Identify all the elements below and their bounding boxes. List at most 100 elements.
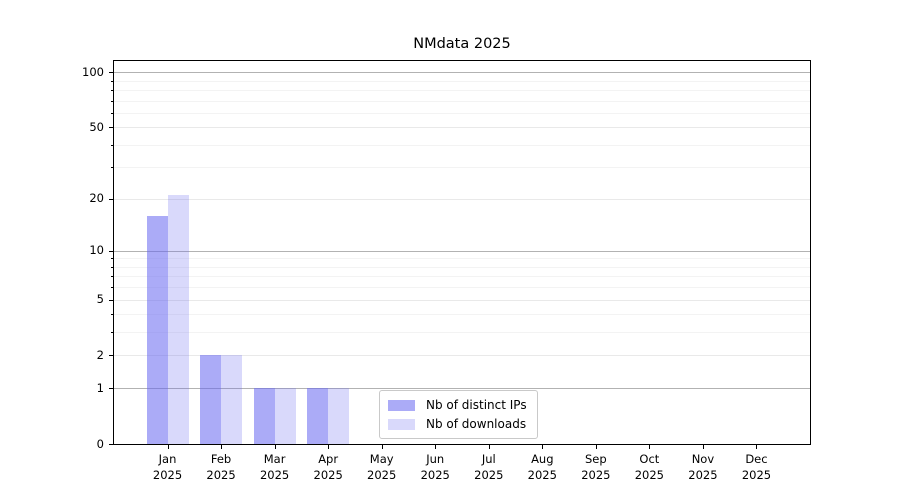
x-tick-label: Jan 2025 — [136, 451, 200, 483]
legend-label-distinct-ips: Nb of distinct IPs — [426, 398, 527, 412]
y-minor-tick-mark — [110, 258, 113, 260]
x-tick-mark — [328, 445, 330, 449]
x-tick-year: 2025 — [367, 468, 397, 482]
plot-area: Nb of distinct IPs Nb of downloads — [113, 60, 811, 445]
y-tick-label: 5 — [96, 292, 104, 307]
y-minor-tick-mark — [110, 266, 113, 268]
x-tick-year: 2025 — [741, 468, 772, 482]
gridline-major — [114, 388, 810, 390]
x-tick-label: Aug 2025 — [510, 451, 574, 483]
x-tick-mark — [595, 445, 597, 449]
x-tick-month: Mar — [263, 452, 286, 466]
y-tick-label: 50 — [89, 119, 104, 134]
x-tick-month: Jun — [426, 452, 445, 466]
bar-downloads — [274, 388, 296, 444]
x-tick-mark — [702, 445, 704, 449]
x-tick-mark — [435, 445, 437, 449]
x-tick-label: Feb 2025 — [189, 451, 253, 483]
gridline-major — [114, 299, 810, 301]
x-tick-mark — [488, 445, 490, 449]
x-tick-label: Mar 2025 — [243, 451, 307, 483]
x-tick-mark — [756, 445, 758, 449]
gridline-minor — [114, 144, 810, 146]
y-tick-label: 20 — [89, 191, 104, 206]
y-minor-tick-mark — [110, 80, 113, 82]
legend-item-downloads: Nb of downloads — [388, 417, 527, 431]
x-tick-label: Nov 2025 — [671, 451, 735, 483]
x-tick-year: 2025 — [313, 468, 343, 482]
x-tick-month: Dec — [745, 452, 768, 466]
gridline-minor — [114, 89, 810, 91]
bar-downloads — [167, 194, 189, 444]
legend-swatch-downloads — [388, 418, 415, 430]
x-tick-month: Apr — [318, 452, 339, 466]
gridline-major — [114, 355, 810, 357]
y-tick-mark — [109, 388, 113, 390]
bar-downloads — [221, 355, 243, 444]
x-tick-mark — [274, 445, 276, 449]
y-tick-mark — [109, 355, 113, 357]
y-minor-tick-mark — [110, 276, 113, 278]
x-tick-month: Nov — [691, 452, 715, 466]
y-tick-label: 1 — [96, 380, 104, 395]
y-tick-label: 2 — [96, 347, 104, 362]
gridline-minor — [114, 100, 810, 102]
legend: Nb of distinct IPs Nb of downloads — [379, 390, 538, 439]
gridline-major — [114, 127, 810, 129]
y-minor-tick-mark — [110, 314, 113, 316]
gridline-minor — [114, 332, 810, 334]
x-tick-mark — [167, 445, 169, 449]
y-tick-mark — [109, 250, 113, 252]
bar-distinct-ips — [146, 215, 168, 444]
x-tick-year: 2025 — [581, 468, 611, 482]
x-tick-mark — [542, 445, 544, 449]
bar-distinct-ips — [253, 388, 275, 444]
x-tick-year: 2025 — [152, 468, 183, 482]
x-tick-year: 2025 — [634, 468, 665, 482]
x-tick-year: 2025 — [527, 468, 557, 482]
x-tick-label: Sep 2025 — [564, 451, 628, 483]
x-tick-label: Oct 2025 — [617, 451, 681, 483]
x-tick-year: 2025 — [259, 468, 290, 482]
y-tick-label: 10 — [89, 243, 104, 258]
gridline-major — [114, 72, 810, 74]
legend-label-downloads: Nb of downloads — [426, 417, 527, 431]
x-tick-label: Jun 2025 — [403, 451, 467, 483]
y-minor-tick-mark — [110, 100, 113, 102]
gridline-minor — [114, 80, 810, 82]
x-tick-month: Sep — [585, 452, 607, 466]
x-tick-year: 2025 — [206, 468, 236, 482]
y-minor-tick-mark — [110, 89, 113, 91]
gridline-minor — [114, 314, 810, 316]
x-tick-month: May — [369, 452, 394, 466]
bar-downloads — [328, 388, 350, 444]
y-tick-mark — [109, 198, 113, 200]
gridline-minor — [114, 167, 810, 169]
gridline-major — [114, 250, 810, 252]
chart-title: NMdata 2025 — [413, 36, 511, 52]
y-tick-label: 0 — [96, 436, 104, 451]
y-minor-tick-mark — [110, 287, 113, 289]
x-tick-mark — [221, 445, 223, 449]
gridline-major — [114, 198, 810, 200]
y-minor-tick-mark — [110, 112, 113, 114]
x-tick-label: May 2025 — [350, 451, 414, 483]
gridline-minor — [114, 287, 810, 289]
gridline-minor — [114, 258, 810, 260]
x-tick-month: Jan — [158, 452, 177, 466]
legend-swatch-distinct-ips — [388, 399, 415, 411]
x-tick-month: Jul — [481, 452, 496, 466]
gridline-minor — [114, 112, 810, 114]
y-tick-label: 100 — [82, 64, 104, 79]
y-minor-tick-mark — [110, 332, 113, 334]
x-tick-year: 2025 — [688, 468, 718, 482]
x-tick-month: Aug — [531, 452, 554, 466]
y-tick-mark — [109, 72, 113, 74]
x-tick-label: Apr 2025 — [296, 451, 360, 483]
x-tick-month: Feb — [210, 452, 232, 466]
bar-distinct-ips — [307, 388, 329, 444]
x-tick-year: 2025 — [420, 468, 450, 482]
y-minor-tick-mark — [110, 144, 113, 146]
y-minor-tick-mark — [110, 167, 113, 169]
